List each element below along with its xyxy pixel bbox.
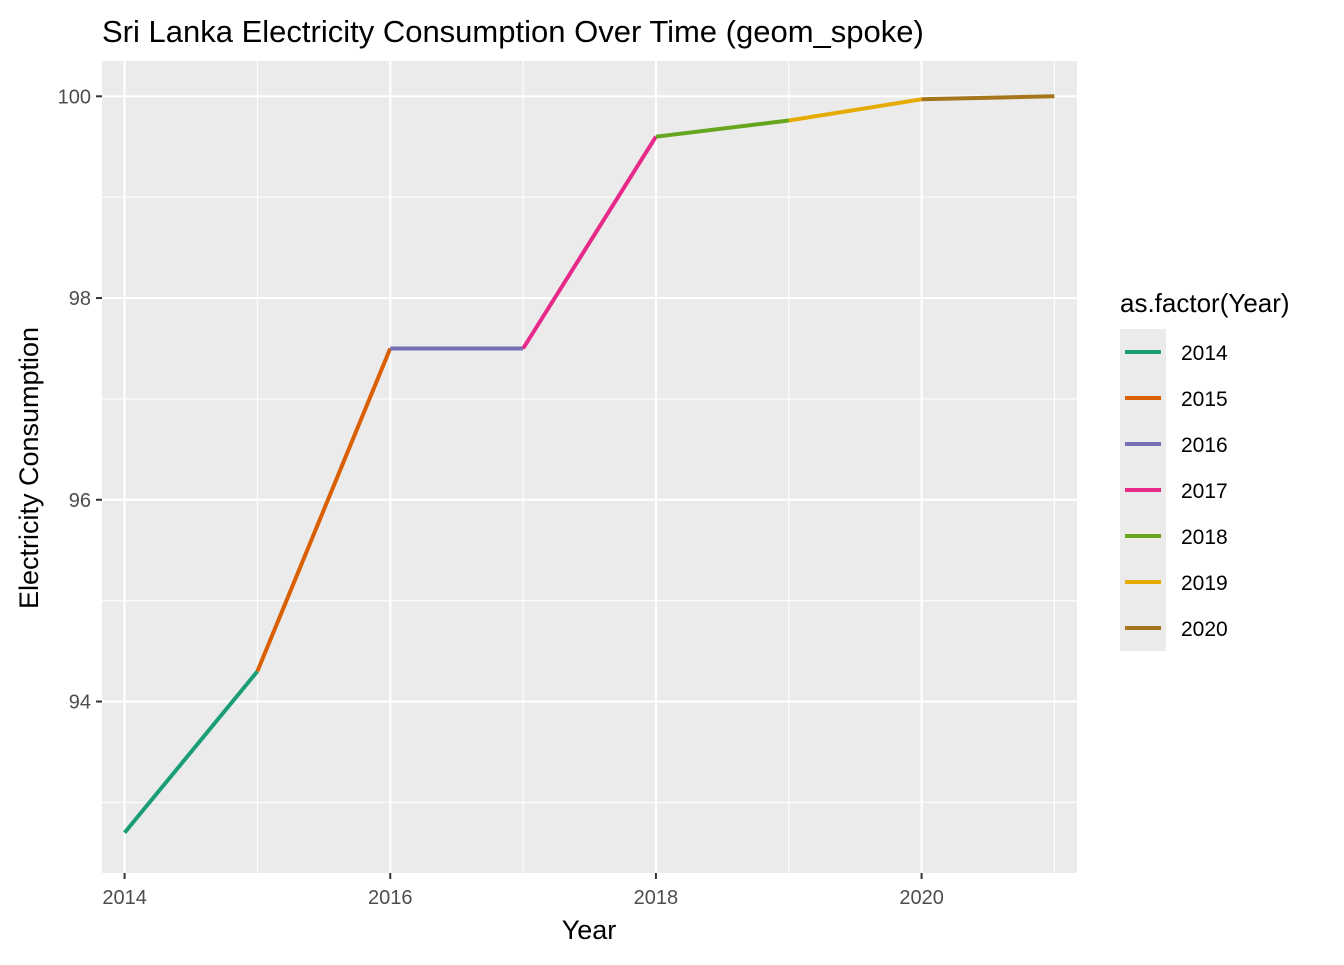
x-tick-label: 2016 <box>368 887 413 909</box>
legend-items: 2014 2015 2016 2017 2018 2019 2020 <box>1125 342 1228 641</box>
legend-label-2017: 2017 <box>1181 480 1228 503</box>
chart-title: Sri Lanka Electricity Consumption Over T… <box>102 14 924 49</box>
legend-title: as.factor(Year) <box>1120 288 1290 318</box>
series-line-2014 <box>123 670 259 834</box>
panel-background <box>102 61 1077 873</box>
plot-panel <box>102 61 1077 873</box>
y-tick-label: 98 <box>69 288 91 310</box>
y-tick-label: 100 <box>58 86 91 108</box>
y-tick-label: 94 <box>69 692 91 714</box>
y-axis: 94 96 98 100 <box>58 86 102 714</box>
series-line-2018 <box>655 118 790 139</box>
legend: as.factor(Year) 2014 2015 2016 2017 2018 2019… <box>1120 288 1290 651</box>
legend-label-2019: 2019 <box>1181 572 1228 595</box>
legend-label-2015: 2015 <box>1181 388 1228 411</box>
legend-label-2020: 2020 <box>1181 618 1228 641</box>
legend-label-2018: 2018 <box>1181 526 1228 549</box>
series-layer <box>123 94 1055 834</box>
series-line-2019 <box>788 97 922 123</box>
x-axis-label: Year <box>562 915 617 945</box>
legend-label-2016: 2016 <box>1181 434 1228 457</box>
legend-label-2014: 2014 <box>1181 342 1228 365</box>
x-tick-label: 2020 <box>899 887 944 909</box>
series-line-2015 <box>255 347 393 673</box>
y-axis-label: Electricity Consumption <box>14 327 44 609</box>
x-tick-label: 2018 <box>634 887 679 909</box>
x-tick-label: 2014 <box>102 887 147 909</box>
x-axis: 2014 2016 2018 2020 <box>102 873 944 909</box>
series-line-2020 <box>921 94 1055 102</box>
y-tick-label: 96 <box>69 490 91 512</box>
series-line-2017 <box>521 135 658 350</box>
